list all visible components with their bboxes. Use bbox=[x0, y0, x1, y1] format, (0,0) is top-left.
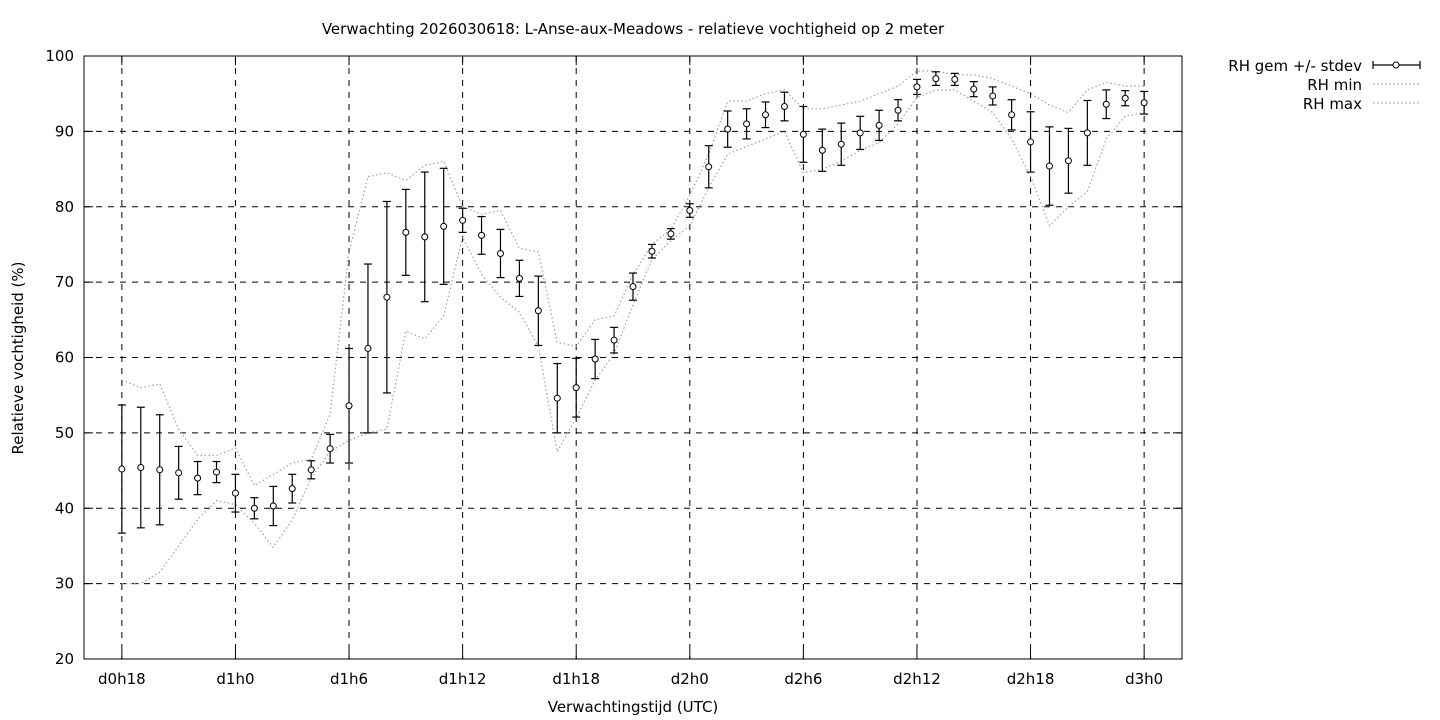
legend-label-max: RH max bbox=[1303, 95, 1362, 113]
mean-point bbox=[818, 146, 826, 154]
mean-point bbox=[799, 130, 807, 138]
y-tick-label: 90 bbox=[55, 122, 74, 140]
x-tick-label: d1h6 bbox=[330, 670, 368, 688]
mean-point bbox=[724, 125, 732, 133]
mean-point bbox=[856, 129, 864, 137]
mean-point bbox=[345, 402, 353, 410]
y-tick-label: 20 bbox=[55, 650, 74, 668]
mean-point bbox=[1027, 138, 1035, 146]
mean-point bbox=[667, 230, 675, 238]
y-tick-label: 30 bbox=[55, 575, 74, 593]
mean-point bbox=[572, 384, 580, 392]
rh-min-line bbox=[121, 89, 1145, 585]
mean-point bbox=[932, 75, 940, 83]
mean-point bbox=[629, 283, 637, 291]
mean-point bbox=[780, 103, 788, 111]
mean-point bbox=[534, 307, 542, 315]
x-tick-label: d1h0 bbox=[216, 670, 254, 688]
mean-point bbox=[762, 111, 770, 119]
mean-point bbox=[913, 83, 921, 91]
mean-point bbox=[364, 344, 372, 352]
y-axis-label: Relatieve vochtigheid (%) bbox=[9, 261, 27, 454]
plot-frame bbox=[83, 55, 1183, 660]
legend-sample-point bbox=[1392, 61, 1400, 69]
legend-label-min: RH min bbox=[1307, 76, 1362, 94]
x-tick-label: d1h12 bbox=[439, 670, 487, 688]
y-tick-label: 70 bbox=[55, 273, 74, 291]
mean-point bbox=[894, 106, 902, 114]
y-tick-label: 50 bbox=[55, 424, 74, 442]
mean-point bbox=[288, 485, 296, 493]
mean-point bbox=[1140, 99, 1148, 107]
mean-point bbox=[459, 216, 467, 224]
mean-point bbox=[1064, 157, 1072, 165]
mean-point bbox=[1083, 129, 1091, 137]
mean-point bbox=[705, 163, 713, 171]
mean-point bbox=[648, 247, 656, 255]
mean-point bbox=[402, 228, 410, 236]
mean-point bbox=[231, 489, 239, 497]
chart-title: Verwachting 2026030618: L-Anse-aux-Meado… bbox=[322, 20, 945, 38]
mean-point bbox=[989, 92, 997, 100]
mean-point bbox=[137, 464, 145, 472]
x-tick-label: d0h18 bbox=[98, 670, 146, 688]
mean-point bbox=[610, 336, 618, 344]
mean-point bbox=[515, 274, 523, 282]
x-tick-label: d3h0 bbox=[1125, 670, 1163, 688]
mean-point bbox=[1102, 100, 1110, 108]
grid-lines bbox=[84, 56, 1182, 659]
mean-point bbox=[440, 222, 448, 230]
mean-point bbox=[1008, 111, 1016, 119]
mean-point bbox=[1045, 162, 1053, 170]
mean-point bbox=[269, 502, 277, 510]
axis-ticks bbox=[84, 55, 1182, 660]
mean-point bbox=[875, 121, 883, 129]
mean-point bbox=[743, 120, 751, 128]
mean-point bbox=[837, 140, 845, 148]
mean-point bbox=[686, 207, 694, 215]
mean-point bbox=[591, 355, 599, 363]
x-tick-label: d2h18 bbox=[1007, 670, 1055, 688]
x-tick-labels: d0h18 d1h0 d1h6 d1h12 d1h18 d2h0 d2h6 d2h12 d2h1… bbox=[98, 670, 1163, 688]
mean-point bbox=[250, 504, 258, 512]
mean-point bbox=[307, 466, 315, 474]
y-tick-label: 60 bbox=[55, 349, 74, 367]
error-bars bbox=[117, 71, 1149, 534]
y-tick-label: 40 bbox=[55, 499, 74, 517]
mean-point bbox=[496, 249, 504, 257]
mean-point bbox=[383, 293, 391, 301]
x-tick-label: d2h0 bbox=[671, 670, 709, 688]
mean-point bbox=[326, 445, 334, 453]
mean-point bbox=[970, 85, 978, 93]
mean-point bbox=[118, 465, 126, 473]
mean-point bbox=[553, 394, 561, 402]
mean-point bbox=[213, 468, 221, 476]
mean-point bbox=[194, 474, 202, 482]
y-tick-label: 80 bbox=[55, 198, 74, 216]
y-tick-labels: 20 30 40 50 60 70 80 90 100 bbox=[45, 47, 74, 668]
mean-point bbox=[1121, 94, 1129, 102]
mean-point bbox=[156, 466, 164, 474]
mean-point bbox=[175, 469, 183, 477]
y-tick-label: 100 bbox=[45, 47, 74, 65]
x-tick-label: d2h12 bbox=[893, 670, 941, 688]
mean-point bbox=[478, 231, 486, 239]
x-axis-label: Verwachtingstijd (UTC) bbox=[548, 698, 719, 716]
legend: RH gem +/- stdev RH min RH max bbox=[1228, 57, 1421, 113]
mean-point bbox=[951, 75, 959, 83]
mean-point bbox=[421, 233, 429, 241]
x-tick-label: d2h6 bbox=[784, 670, 822, 688]
legend-label-mean: RH gem +/- stdev bbox=[1228, 57, 1362, 75]
x-tick-label: d1h18 bbox=[552, 670, 600, 688]
